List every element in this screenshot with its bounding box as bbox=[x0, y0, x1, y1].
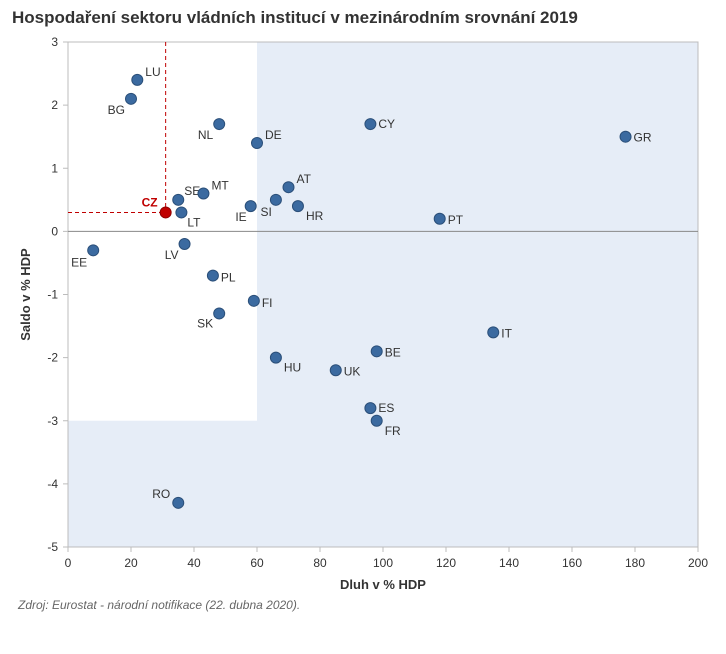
point-cz bbox=[160, 207, 171, 218]
point-be bbox=[371, 346, 382, 357]
point-cy bbox=[365, 119, 376, 130]
label-se: SE bbox=[184, 184, 200, 198]
label-sk: SK bbox=[197, 316, 213, 330]
point-si bbox=[270, 194, 281, 205]
label-gr: GR bbox=[634, 131, 652, 145]
point-lt bbox=[176, 207, 187, 218]
svg-text:40: 40 bbox=[187, 556, 201, 570]
label-si: SI bbox=[261, 205, 272, 219]
label-uk: UK bbox=[344, 364, 361, 378]
svg-text:20: 20 bbox=[124, 556, 138, 570]
svg-text:2: 2 bbox=[51, 98, 58, 112]
svg-text:-3: -3 bbox=[47, 414, 58, 428]
point-fr bbox=[371, 415, 382, 426]
svg-text:-1: -1 bbox=[47, 288, 58, 302]
svg-text:180: 180 bbox=[625, 556, 645, 570]
label-pl: PL bbox=[221, 271, 236, 285]
label-fr: FR bbox=[385, 424, 401, 438]
label-ee: EE bbox=[71, 255, 87, 269]
label-mt: MT bbox=[211, 179, 229, 193]
point-es bbox=[365, 403, 376, 414]
label-hr: HR bbox=[306, 209, 324, 223]
svg-text:-5: -5 bbox=[47, 540, 58, 554]
point-mt bbox=[198, 188, 209, 199]
point-nl bbox=[214, 119, 225, 130]
svg-text:60: 60 bbox=[250, 556, 264, 570]
label-at: AT bbox=[297, 172, 312, 186]
point-lu bbox=[132, 74, 143, 85]
point-de bbox=[252, 138, 263, 149]
svg-text:1: 1 bbox=[51, 161, 58, 175]
svg-text:0: 0 bbox=[51, 224, 58, 238]
point-ee bbox=[88, 245, 99, 256]
label-es: ES bbox=[378, 401, 394, 415]
label-lv: LV bbox=[165, 248, 179, 262]
label-be: BE bbox=[385, 345, 401, 359]
point-fi bbox=[248, 295, 259, 306]
point-ie bbox=[245, 201, 256, 212]
label-hu: HU bbox=[284, 361, 301, 375]
label-nl: NL bbox=[198, 128, 214, 142]
point-se bbox=[173, 194, 184, 205]
label-pt: PT bbox=[448, 213, 464, 227]
svg-text:80: 80 bbox=[313, 556, 327, 570]
chart-title: Hospodaření sektoru vládních institucí v… bbox=[12, 8, 716, 28]
svg-text:200: 200 bbox=[688, 556, 708, 570]
svg-text:0: 0 bbox=[65, 556, 72, 570]
label-lu: LU bbox=[145, 65, 160, 79]
point-lv bbox=[179, 239, 190, 250]
label-fi: FI bbox=[262, 296, 273, 310]
point-bg bbox=[126, 93, 137, 104]
point-pt bbox=[434, 213, 445, 224]
svg-text:-2: -2 bbox=[47, 351, 58, 365]
label-lt: LT bbox=[187, 215, 201, 229]
scatter-svg: 0 20 40 60 80 100 120 140 160 180 200 -5 -4 -3 -2 -1 0 1 2… bbox=[13, 32, 713, 592]
label-ro: RO bbox=[152, 487, 170, 501]
label-cz: CZ bbox=[142, 195, 158, 209]
svg-text:160: 160 bbox=[562, 556, 582, 570]
svg-text:-4: -4 bbox=[47, 477, 58, 491]
point-sk bbox=[214, 308, 225, 319]
svg-text:100: 100 bbox=[373, 556, 393, 570]
svg-text:Saldo v % HDP: Saldo v % HDP bbox=[18, 248, 33, 341]
point-hr bbox=[292, 201, 303, 212]
svg-text:Dluh v % HDP: Dluh v % HDP bbox=[340, 577, 426, 592]
point-it bbox=[488, 327, 499, 338]
svg-text:3: 3 bbox=[51, 35, 58, 49]
svg-text:120: 120 bbox=[436, 556, 456, 570]
point-pl bbox=[207, 270, 218, 281]
point-hu bbox=[270, 352, 281, 363]
svg-text:140: 140 bbox=[499, 556, 519, 570]
point-ro bbox=[173, 497, 184, 508]
label-cy: CY bbox=[378, 117, 395, 131]
label-bg: BG bbox=[108, 103, 125, 117]
label-ie: IE bbox=[235, 210, 246, 224]
label-it: IT bbox=[501, 326, 512, 340]
point-gr bbox=[620, 131, 631, 142]
point-uk bbox=[330, 365, 341, 376]
chart-area: 0 20 40 60 80 100 120 140 160 180 200 -5 -4 -3 -2 -1 0 1 2… bbox=[13, 32, 713, 592]
point-at bbox=[283, 182, 294, 193]
source-text: Zdroj: Eurostat - národní notifikace (22… bbox=[18, 598, 716, 612]
label-de: DE bbox=[265, 128, 282, 142]
